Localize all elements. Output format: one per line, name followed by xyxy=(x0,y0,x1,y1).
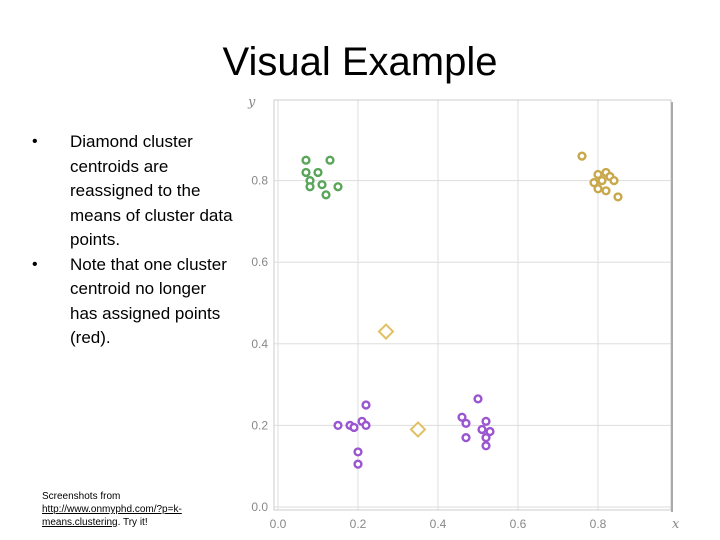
data-point xyxy=(477,424,487,435)
centroids xyxy=(377,323,427,438)
x-tick-label: 0.8 xyxy=(590,517,607,531)
x-tick-label: 0.4 xyxy=(430,517,447,531)
data-point xyxy=(361,420,371,431)
bullet-list: • Diamond cluster centroids are reassign… xyxy=(30,130,235,351)
source-footnote: Screenshots from http://www.onmyphd.com/… xyxy=(42,490,222,529)
y-tick-label: 0.4 xyxy=(251,337,268,351)
data-point xyxy=(325,155,335,165)
y-tick-label: 0.2 xyxy=(251,418,268,432)
data-point xyxy=(481,441,491,451)
bullet-marker: • xyxy=(32,255,38,273)
y-tick-label: 0.8 xyxy=(251,174,268,188)
data-point xyxy=(321,190,331,200)
centroid-diamond xyxy=(377,323,395,340)
data-point xyxy=(593,184,603,194)
data-point xyxy=(457,412,467,422)
source-link[interactable]: http://www.onmyphd.com/?p=k-means.cluste… xyxy=(42,504,182,528)
data-point xyxy=(349,422,359,433)
data-point xyxy=(481,416,491,426)
data-point xyxy=(593,169,603,180)
data-point xyxy=(473,394,483,404)
data-point xyxy=(461,418,471,428)
tick-labels: 0.0 0.2 0.4 0.6 0.8 0.0 0.2 0.4 0.6 0.8 xyxy=(251,174,606,531)
y-axis-label: y xyxy=(247,95,256,110)
x-tick-label: 0.0 xyxy=(270,517,287,531)
data-point xyxy=(577,151,587,161)
bullet-marker: • xyxy=(32,133,38,150)
data-point xyxy=(301,167,311,178)
x-tick-label: 0.2 xyxy=(350,517,367,531)
footnote-suffix: . Try it! xyxy=(117,517,148,528)
data-point xyxy=(313,167,323,178)
bullet-item: • Note that one cluster centroid no long… xyxy=(30,253,235,351)
data-point xyxy=(589,178,599,188)
scatter-chart: 0.0 0.2 0.4 0.6 0.8 0.0 0.2 0.4 0.6 0.8 x y xyxy=(247,95,680,532)
data-point xyxy=(481,433,491,443)
data-point xyxy=(597,175,607,186)
data-point xyxy=(301,155,311,165)
data-point xyxy=(609,175,619,186)
footnote-prefix: Screenshots from xyxy=(42,491,121,502)
data-point xyxy=(353,459,363,469)
x-tick-label: 0.6 xyxy=(510,517,527,531)
data-points xyxy=(301,151,623,469)
data-point xyxy=(601,186,611,196)
x-axis-label: x xyxy=(672,517,680,532)
data-point xyxy=(305,182,315,192)
slide-title: Visual Example xyxy=(222,40,498,84)
centroid-diamond xyxy=(409,421,427,438)
bullet-text: Diamond cluster centroids are reassigned… xyxy=(70,132,233,249)
data-point xyxy=(461,433,471,443)
y-tick-label: 0.0 xyxy=(251,500,268,514)
data-point xyxy=(333,182,343,192)
data-point xyxy=(353,447,363,457)
bullet-item: • Diamond cluster centroids are reassign… xyxy=(30,130,235,253)
data-point xyxy=(485,426,495,437)
data-point xyxy=(361,400,371,410)
data-point xyxy=(613,192,623,202)
bullet-text: Note that one cluster centroid no longer… xyxy=(70,254,227,348)
y-tick-label: 0.6 xyxy=(251,255,268,269)
data-point xyxy=(333,420,343,431)
data-point xyxy=(317,180,327,190)
